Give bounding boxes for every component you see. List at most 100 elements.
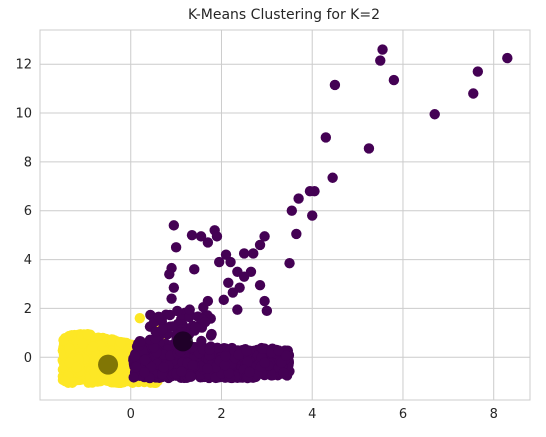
point-cluster-0 <box>220 350 231 362</box>
point-cluster-0 <box>291 228 302 240</box>
y-tick-label: 0 <box>24 351 32 366</box>
point-cluster-0 <box>202 237 214 248</box>
point-cluster-0 <box>204 344 215 355</box>
point-cluster-0 <box>176 366 187 377</box>
point-cluster-0 <box>327 172 338 183</box>
point-cluster-0 <box>259 357 270 369</box>
point-cluster-0 <box>244 366 255 378</box>
point-cluster-0 <box>278 367 289 379</box>
chart-title: K-Means Clustering for K=2 <box>188 7 380 23</box>
centroid-cluster-0 <box>172 331 193 352</box>
point-cluster-0 <box>472 66 484 77</box>
point-cluster-1 <box>59 375 71 387</box>
x-tick-label: 0 <box>127 407 135 422</box>
y-tick-label: 10 <box>15 107 32 122</box>
y-tick-label: 12 <box>15 58 32 73</box>
point-cluster-0 <box>238 271 250 282</box>
point-cluster-1 <box>98 374 109 386</box>
point-cluster-0 <box>168 220 180 231</box>
point-cluster-1 <box>87 377 98 388</box>
point-cluster-0 <box>157 324 168 335</box>
point-cluster-0 <box>190 322 201 333</box>
point-cluster-0 <box>129 350 141 362</box>
point-cluster-0 <box>214 256 225 268</box>
point-cluster-1 <box>58 334 69 346</box>
point-cluster-0 <box>284 258 295 269</box>
point-cluster-0 <box>502 52 513 64</box>
point-cluster-0 <box>248 248 259 259</box>
point-cluster-0 <box>200 316 211 328</box>
point-cluster-0 <box>273 345 284 356</box>
point-cluster-0 <box>186 229 198 241</box>
point-cluster-0 <box>267 369 279 380</box>
point-cluster-0 <box>168 282 180 293</box>
point-cluster-0 <box>218 294 229 306</box>
point-cluster-0 <box>468 88 479 99</box>
point-cluster-0 <box>320 132 332 143</box>
point-cluster-0 <box>257 343 268 354</box>
point-cluster-1 <box>115 363 126 374</box>
point-cluster-0 <box>238 248 250 259</box>
point-cluster-0 <box>184 304 195 315</box>
point-cluster-0 <box>187 360 199 371</box>
point-cluster-0 <box>153 311 164 323</box>
point-cluster-0 <box>196 335 207 347</box>
point-cluster-0 <box>202 363 213 374</box>
point-cluster-0 <box>167 321 178 332</box>
point-cluster-0 <box>195 231 207 242</box>
point-cluster-0 <box>158 362 170 373</box>
point-cluster-0 <box>185 371 196 382</box>
point-cluster-0 <box>166 293 177 304</box>
point-cluster-0 <box>388 74 400 86</box>
y-axis-ticks: 0 2 4 6 8 10 12 <box>15 58 32 366</box>
point-cluster-1 <box>71 362 82 373</box>
point-cluster-0 <box>293 193 304 204</box>
point-cluster-1 <box>134 312 146 324</box>
point-cluster-0 <box>375 55 386 66</box>
point-cluster-0 <box>304 185 316 197</box>
data-points <box>57 44 513 389</box>
point-cluster-1 <box>115 336 126 348</box>
point-cluster-0 <box>233 349 244 360</box>
point-cluster-0 <box>254 239 266 251</box>
point-cluster-0 <box>128 372 139 383</box>
point-cluster-0 <box>259 295 270 307</box>
point-cluster-0 <box>170 242 182 253</box>
y-tick-label: 6 <box>24 204 32 219</box>
point-cluster-1 <box>89 368 101 379</box>
point-cluster-0 <box>280 350 292 361</box>
point-cluster-0 <box>164 269 175 280</box>
point-cluster-1 <box>82 329 93 340</box>
point-cluster-0 <box>307 210 318 221</box>
point-cluster-0 <box>211 231 223 242</box>
x-axis-ticks: 0 2 4 6 8 <box>127 407 498 422</box>
point-cluster-0 <box>172 305 183 317</box>
point-cluster-1 <box>64 342 75 354</box>
x-tick-label: 8 <box>490 407 498 422</box>
point-cluster-0 <box>205 330 217 341</box>
point-cluster-0 <box>189 264 200 275</box>
point-cluster-0 <box>139 354 151 366</box>
point-cluster-0 <box>223 277 234 288</box>
point-cluster-0 <box>254 280 266 291</box>
point-cluster-0 <box>259 231 270 242</box>
point-cluster-1 <box>77 338 88 349</box>
point-cluster-1 <box>99 346 110 357</box>
point-cluster-0 <box>286 205 298 216</box>
y-tick-label: 2 <box>24 302 32 317</box>
point-cluster-0 <box>241 345 252 357</box>
centroid-cluster-1 <box>98 354 119 375</box>
point-cluster-0 <box>242 356 253 368</box>
x-tick-label: 2 <box>217 407 225 422</box>
point-cluster-0 <box>377 44 388 55</box>
plot-frame <box>39 29 531 401</box>
point-cluster-0 <box>130 361 142 373</box>
point-cluster-0 <box>139 366 150 378</box>
point-cluster-0 <box>261 305 273 317</box>
point-cluster-0 <box>219 360 231 371</box>
y-tick-label: 4 <box>24 253 32 268</box>
x-tick-label: 6 <box>399 407 407 422</box>
point-cluster-0 <box>329 79 341 91</box>
y-tick-label: 8 <box>24 155 32 170</box>
